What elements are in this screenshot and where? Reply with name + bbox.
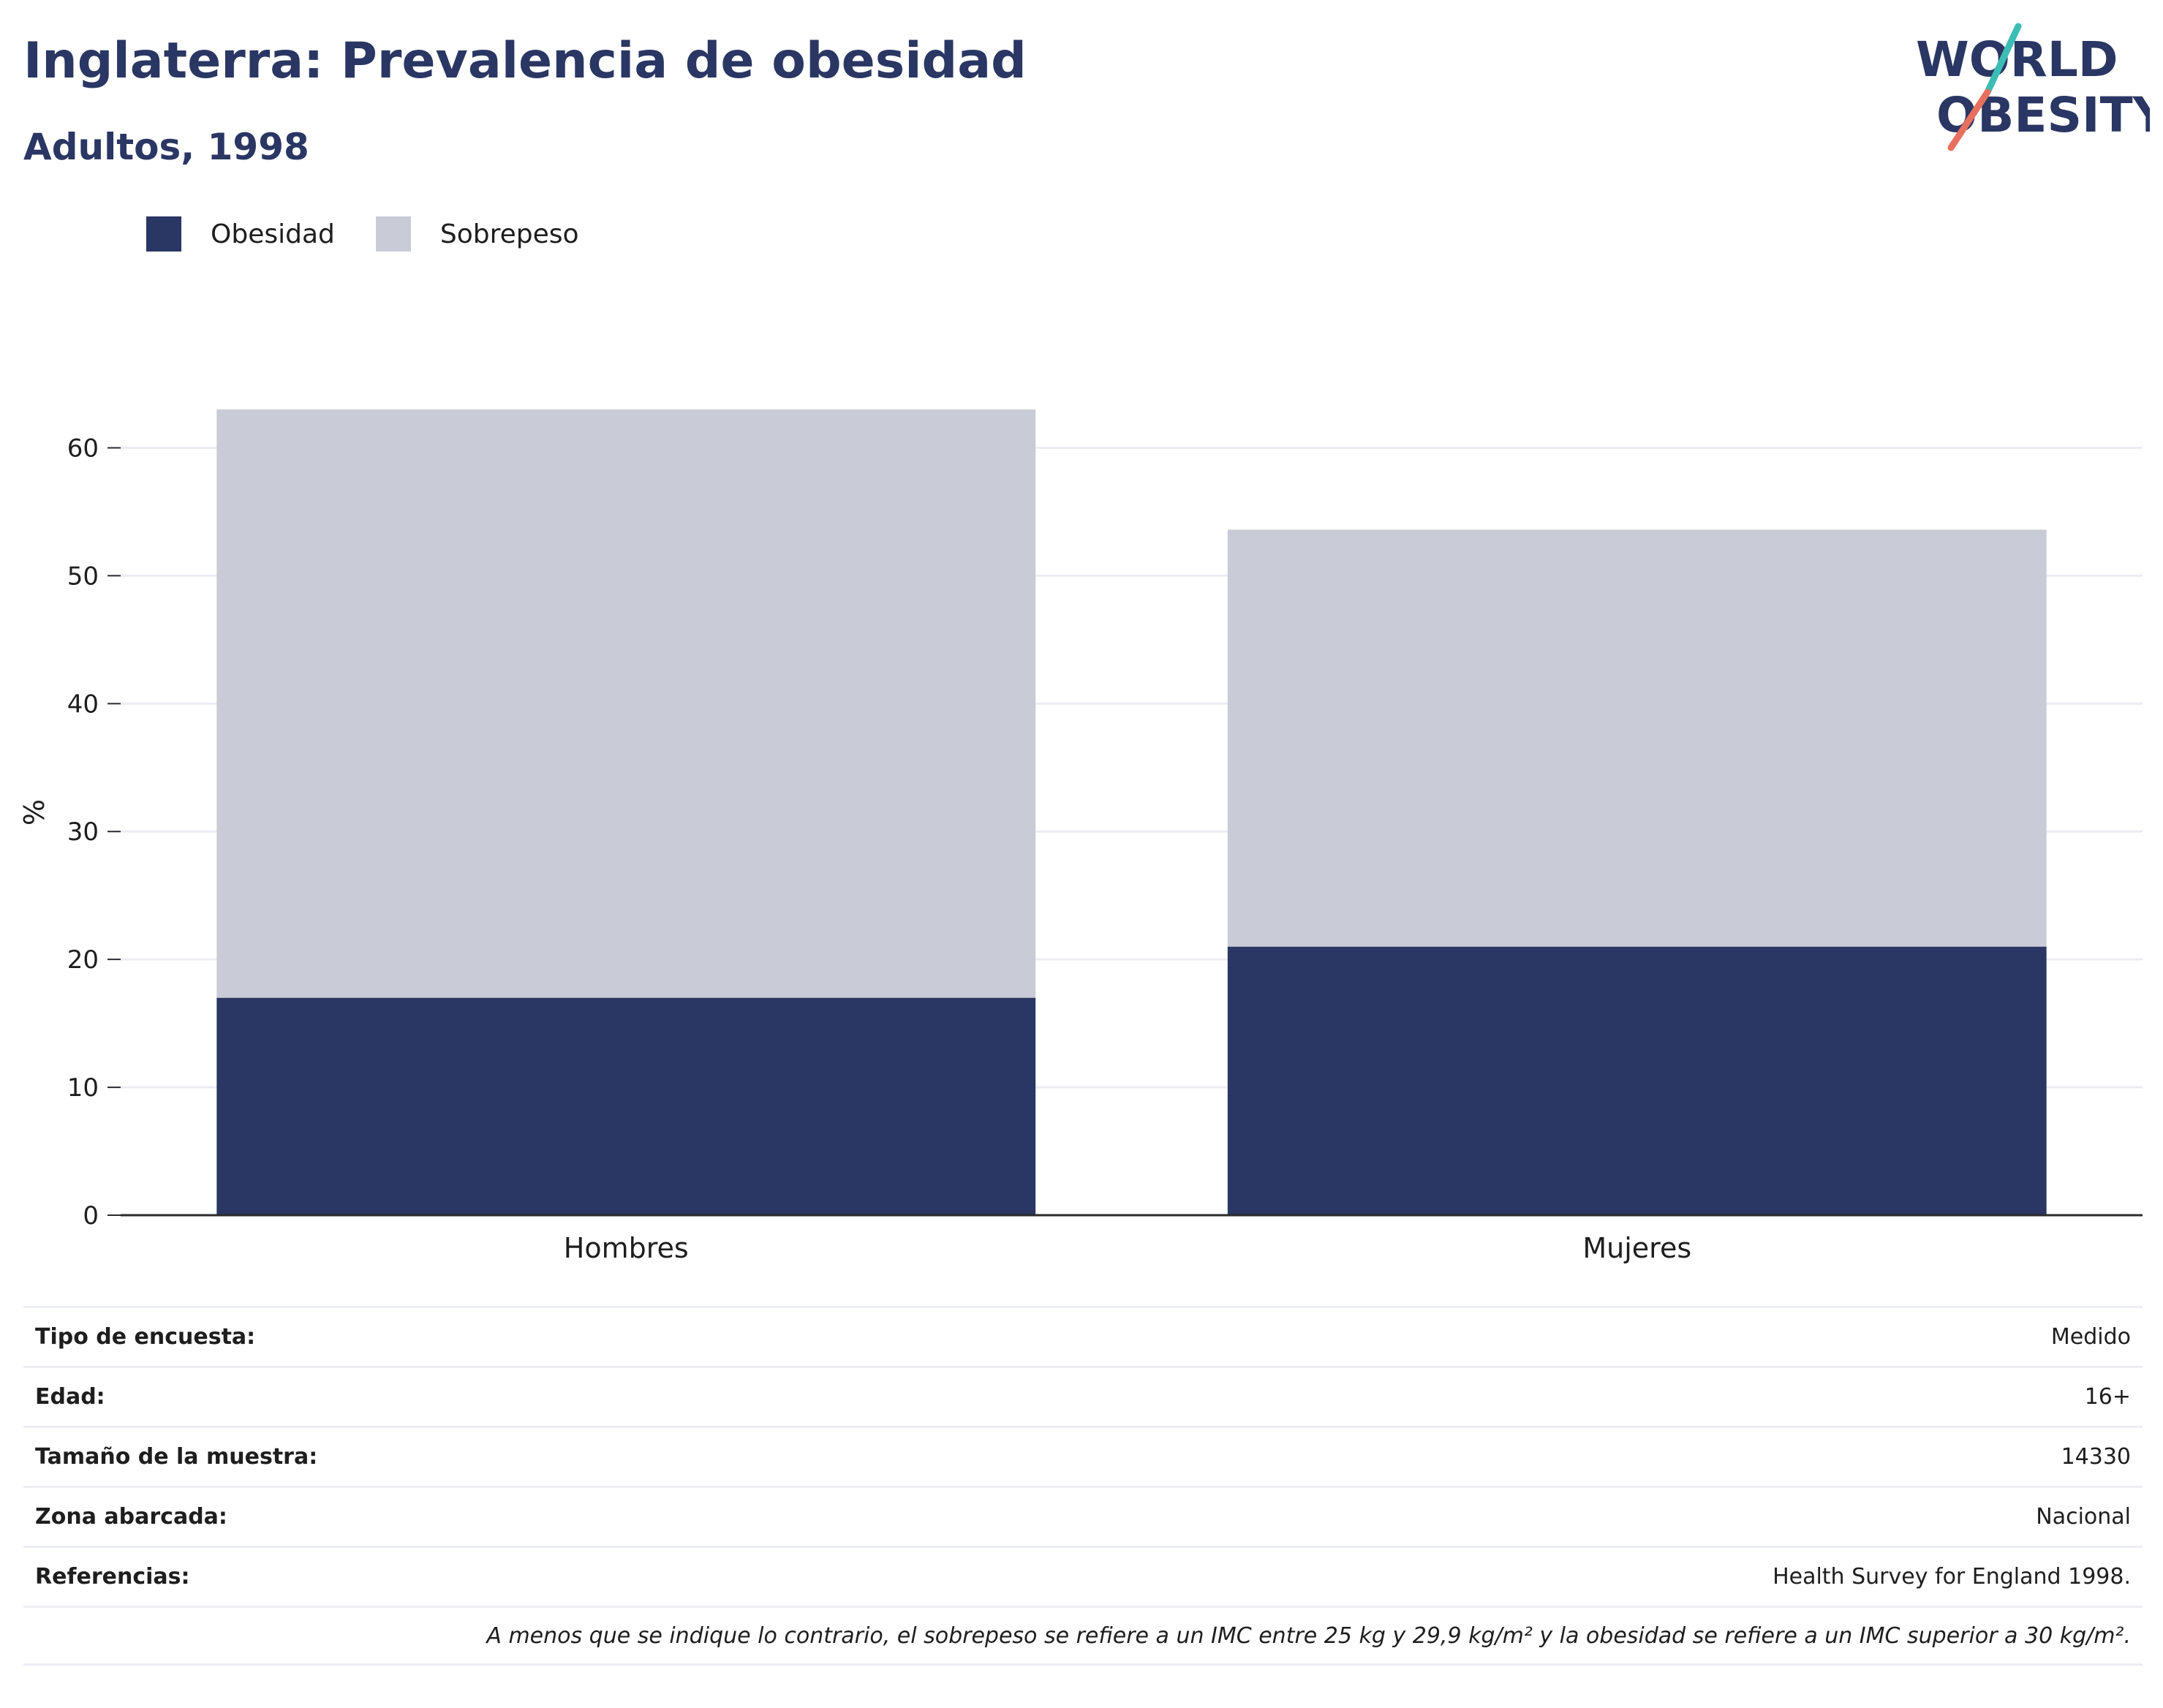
info-value[interactable]: Health Survey for England 1998. [1773, 1564, 2131, 1590]
x-tick-label: Hombres [564, 1232, 689, 1264]
info-row-area: Zona abarcada: Nacional [23, 1486, 2143, 1546]
info-key: Tipo de encuesta: [35, 1324, 256, 1350]
stacked-bar-chart: 0 10 20 30 40 50 60 Hombres Mujeres% [18, 409, 2143, 1264]
info-key: Zona abarcada: [35, 1504, 227, 1530]
legend: Obesidad Sobrepeso [146, 216, 620, 252]
bar-obesidad-hombres [216, 997, 1036, 1215]
logo-teal-stroke [1984, 23, 2022, 96]
info-key: Referencias: [35, 1564, 190, 1590]
y-tick-label: 30 [67, 817, 99, 847]
y-axis-label: % [18, 799, 50, 825]
info-value: Medido [2050, 1324, 2131, 1350]
info-row-age: Edad: 16+ [23, 1366, 2143, 1426]
y-tick-label: 40 [67, 689, 99, 719]
legend-item-obesidad[interactable]: Obesidad [146, 216, 335, 252]
legend-label-sobrepeso: Sobrepeso [439, 219, 579, 249]
y-tick-label: 60 [67, 434, 99, 463]
y-tick-label: 20 [67, 945, 99, 975]
chart-title: Inglaterra: Prevalencia de obesidad [23, 32, 1027, 90]
info-row-references: Referencias: Health Survey for England 1… [23, 1546, 2143, 1606]
info-value: 16+ [2084, 1384, 2131, 1410]
info-value: Nacional [2036, 1504, 2131, 1530]
legend-swatch-sobrepeso [375, 216, 411, 252]
info-row-survey-type: Tipo de encuesta: Medido [23, 1306, 2143, 1366]
chart-subtitle: Adultos, 1998 [23, 126, 309, 168]
info-key: Tamaño de la muestra: [35, 1444, 318, 1470]
legend-label-obesidad: Obesidad [211, 219, 335, 249]
bar-obesidad-mujeres [1227, 946, 2047, 1215]
bar-sobrepeso-hombres [216, 409, 1036, 998]
survey-info-table: Tipo de encuesta: Medido Edad: 16+ Tamañ… [23, 1306, 2143, 1666]
info-row-sample-size: Tamaño de la muestra: 14330 [23, 1426, 2143, 1486]
y-tick-label: 50 [67, 562, 99, 591]
bar-sobrepeso-mujeres [1227, 529, 2047, 947]
logo-line1: WORLD [1916, 31, 2118, 88]
info-value: 14330 [2061, 1444, 2131, 1470]
y-tick-label: 0 [83, 1201, 99, 1231]
legend-swatch-obesidad [146, 216, 181, 252]
definition-note: A menos que se indique lo contrario, el … [23, 1606, 2143, 1666]
y-tick-label: 10 [67, 1073, 99, 1103]
x-tick-label: Mujeres [1582, 1232, 1691, 1264]
legend-item-sobrepeso[interactable]: Sobrepeso [375, 216, 579, 252]
world-obesity-logo: WORLD OBESITY [1916, 23, 2150, 151]
logo-coral-stroke [1947, 88, 1991, 151]
info-key: Edad: [35, 1384, 105, 1410]
